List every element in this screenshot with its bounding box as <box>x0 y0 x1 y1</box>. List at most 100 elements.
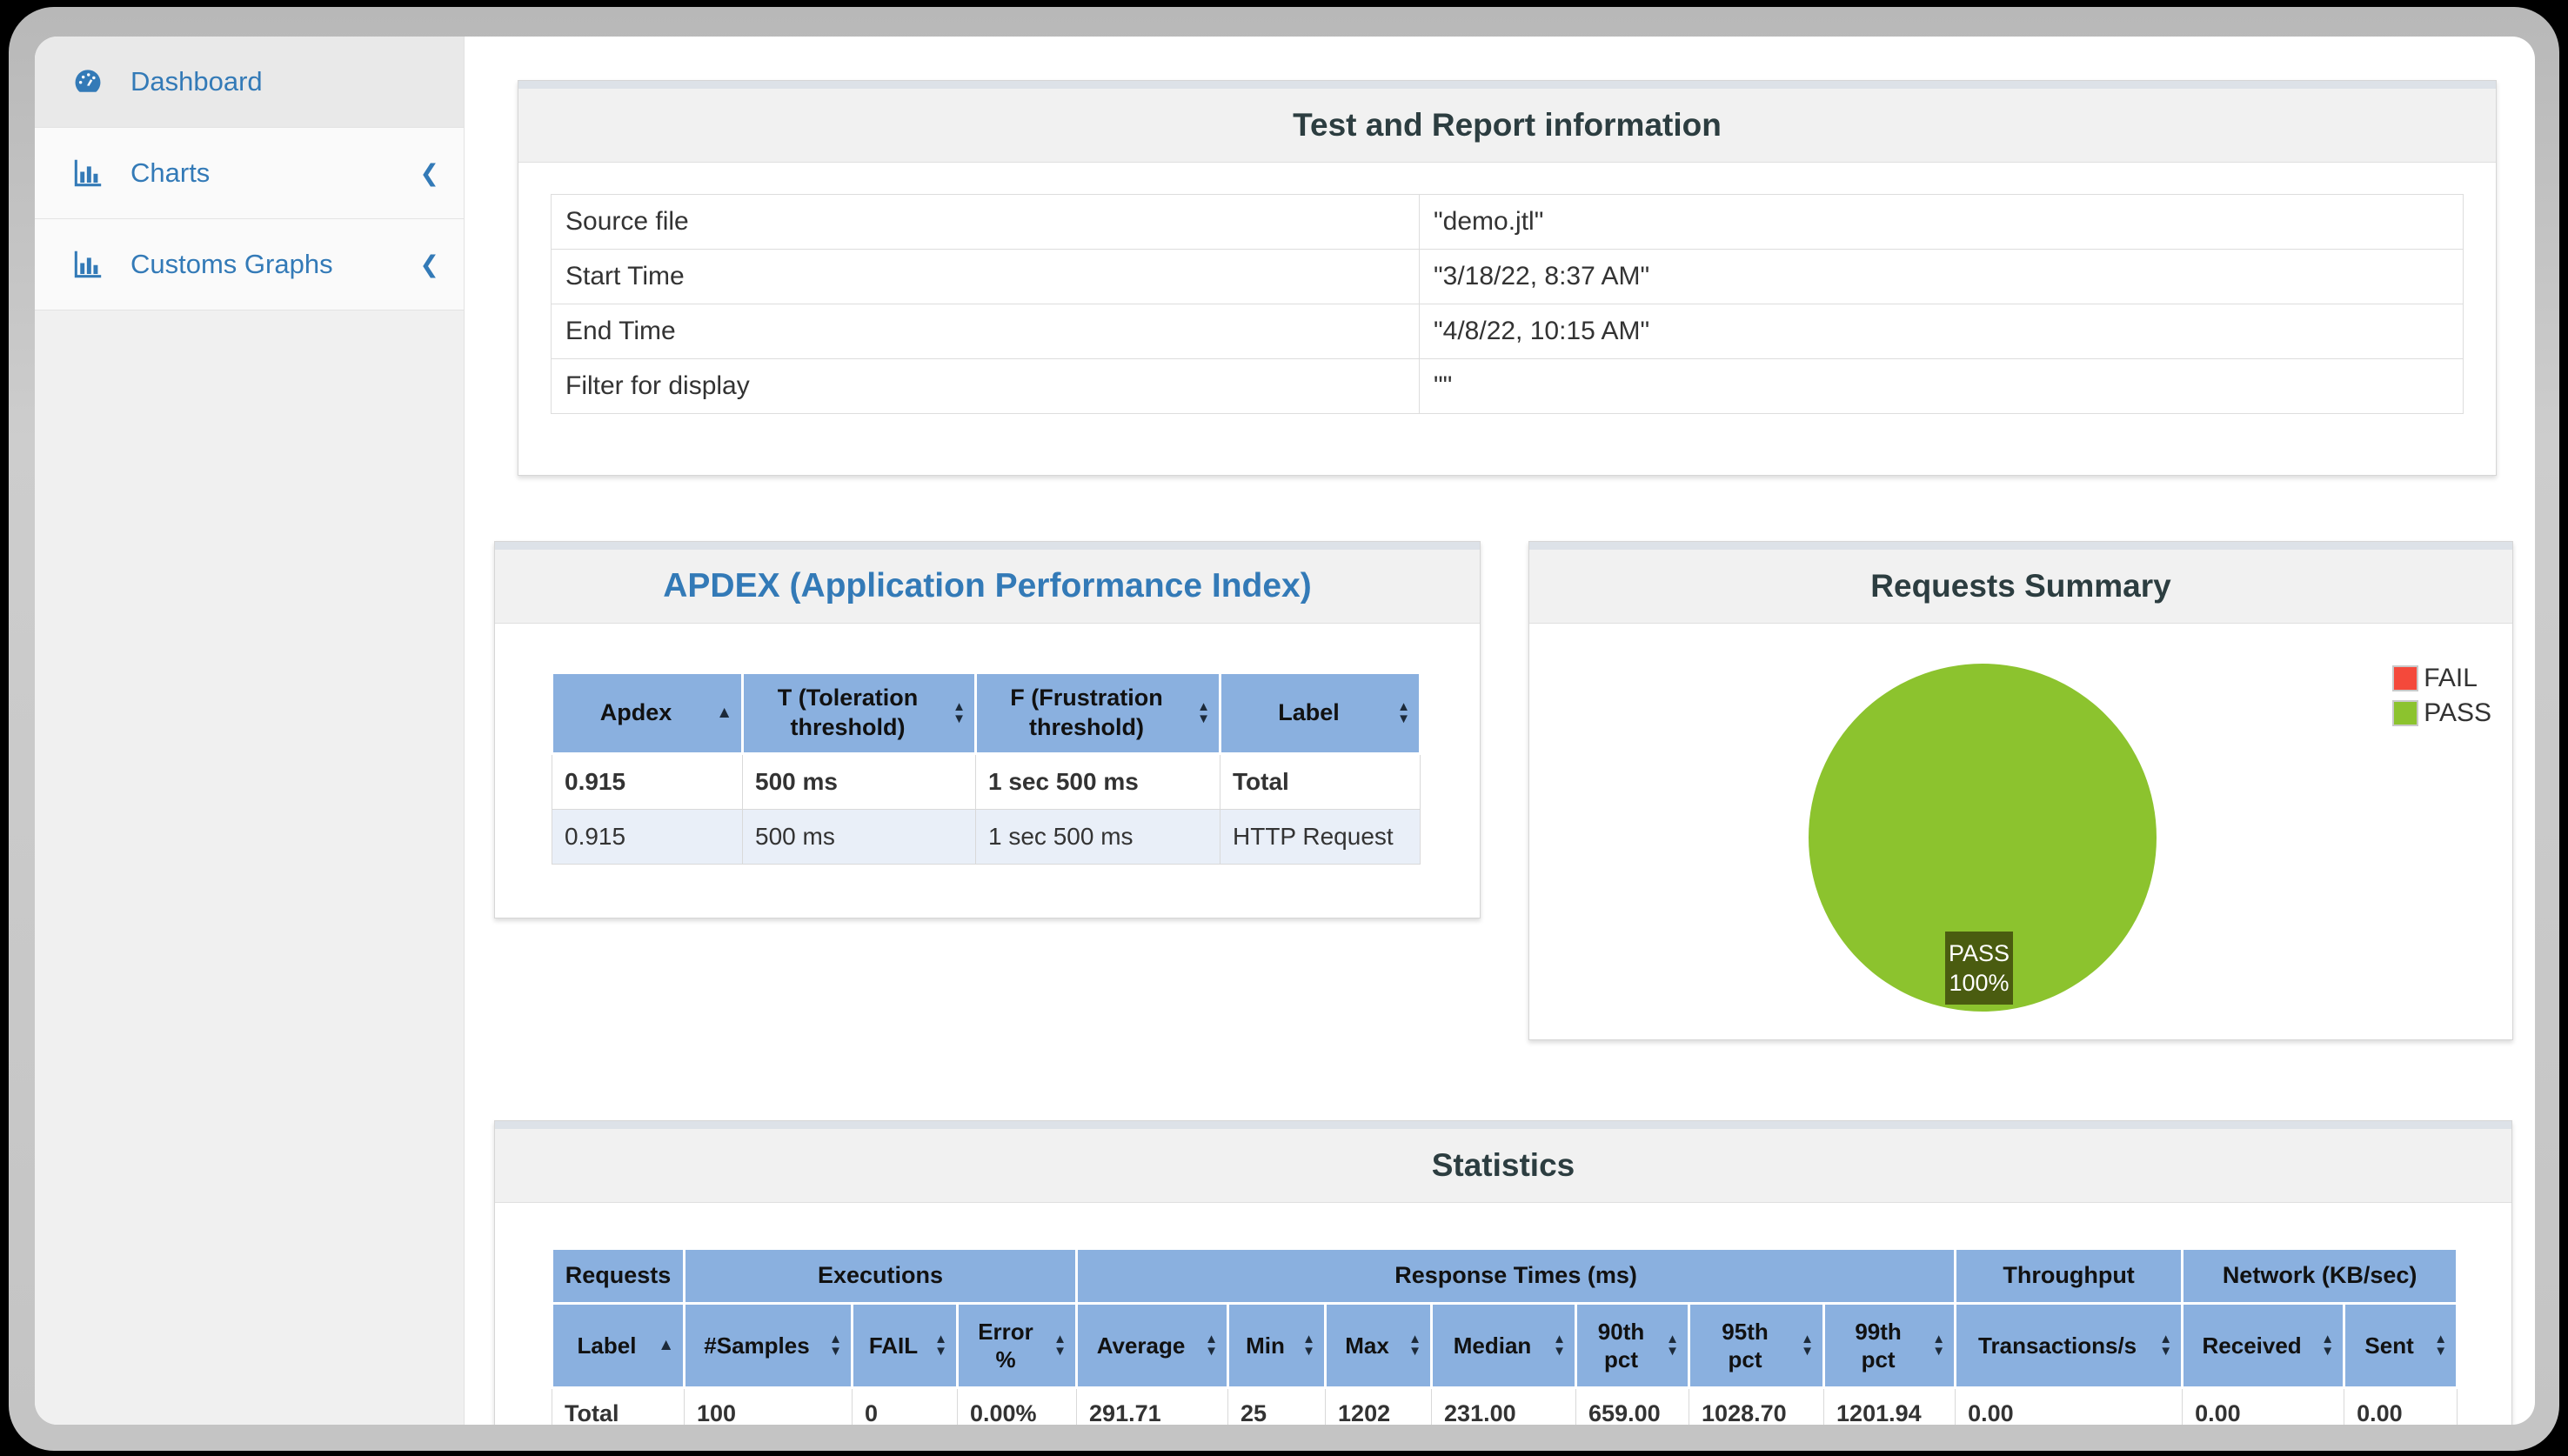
label-value: HTTP Request <box>1220 809 1421 865</box>
sort-both-icon: ▲ ▼ <box>1302 1332 1316 1359</box>
sort-asc-icon: ▲ <box>658 1336 674 1354</box>
sort-both-icon: ▲ ▼ <box>2321 1332 2335 1359</box>
group-response-times: Response Times (ms) <box>1075 1247 1957 1305</box>
sort-asc-icon: ▲ <box>716 704 732 722</box>
sort-both-icon: ▲ ▼ <box>2434 1332 2448 1359</box>
panel-top-strip <box>518 81 2496 89</box>
sort-both-icon: ▲ ▼ <box>1666 1332 1680 1359</box>
apdex-value: 0.915 <box>552 753 743 810</box>
frustration-value: 1 sec 500 ms <box>975 809 1220 865</box>
panel-top-strip <box>495 1121 2511 1129</box>
column-header-median[interactable]: Median ▲ ▼ <box>1430 1302 1578 1389</box>
table-row-total: Total 100 0 0.00% 291.71 25 1202 231.00 … <box>552 1387 2458 1425</box>
statistics-panel: Statistics Requests Executions Response … <box>494 1120 2512 1425</box>
bar-chart-icon <box>70 247 110 282</box>
sidebar-item-label: Dashboard <box>130 66 263 97</box>
sort-both-icon: ▲ ▼ <box>1553 1332 1567 1359</box>
pass-swatch-icon <box>2392 700 2419 726</box>
column-header-samples[interactable]: #Samples ▲ ▼ <box>683 1302 853 1389</box>
sort-both-icon: ▲ ▼ <box>1932 1332 1946 1359</box>
sidebar-item-customs-graphs[interactable]: Customs Graphs ❮ <box>35 219 464 311</box>
chevron-left-icon: ❮ <box>419 159 439 186</box>
sort-both-icon: ▲ ▼ <box>1801 1332 1815 1359</box>
sidebar-item-dashboard[interactable]: Dashboard <box>35 37 464 128</box>
info-value: "3/18/22, 8:37 AM" <box>1419 249 2464 304</box>
table-header-row: Label ▲ #Samples ▲ ▼ FAIL ▲ ▼ Error % <box>551 1302 2459 1389</box>
column-header-label[interactable]: Label ▲ ▼ <box>1219 671 1421 755</box>
sidebar-item-label: Customs Graphs <box>130 249 333 279</box>
column-header-sent[interactable]: Sent ▲ ▼ <box>2343 1302 2459 1389</box>
column-header-toleration[interactable]: T (Toleration threshold) ▲ ▼ <box>741 671 977 755</box>
panel-title: APDEX (Application Performance Index) <box>663 567 1312 604</box>
group-network: Network (KB/sec) <box>2181 1247 2459 1305</box>
info-value: "4/8/22, 10:15 AM" <box>1419 304 2464 359</box>
column-header-frustration[interactable]: F (Frustration threshold) ▲ ▼ <box>974 671 1221 755</box>
stat-sent: 0.00 <box>2344 1387 2458 1425</box>
pie-legend: FAIL PASS <box>2392 664 2491 733</box>
stat-95th: 1028.70 <box>1689 1387 1825 1425</box>
label-value: Total <box>1220 753 1421 810</box>
test-report-info-table: Source file "demo.jtl" Start Time "3/18/… <box>551 194 2464 414</box>
frustration-value: 1 sec 500 ms <box>975 753 1220 810</box>
column-header-average[interactable]: Average ▲ ▼ <box>1075 1302 1230 1389</box>
panel-header: Requests Summary <box>1529 550 2512 624</box>
stat-99th: 1201.94 <box>1823 1387 1956 1425</box>
column-header-fail[interactable]: FAIL ▲ ▼ <box>851 1302 959 1389</box>
requests-summary-panel: Requests Summary PASS 100% FAIL PASS <box>1528 541 2513 1040</box>
column-header-max[interactable]: Max ▲ ▼ <box>1324 1302 1434 1389</box>
stat-fail: 0 <box>852 1387 958 1425</box>
column-header-95th[interactable]: 95th pct ▲ ▼ <box>1688 1302 1826 1389</box>
column-header-min[interactable]: Min ▲ ▼ <box>1227 1302 1327 1389</box>
sort-both-icon: ▲ ▼ <box>1053 1332 1067 1359</box>
sort-both-icon: ▲ ▼ <box>829 1332 842 1359</box>
info-label: End Time <box>551 304 1420 359</box>
stat-transactions: 0.00 <box>1955 1387 2183 1425</box>
stat-samples: 100 <box>684 1387 853 1425</box>
panel-header: Statistics <box>495 1129 2511 1203</box>
info-value: "demo.jtl" <box>1419 194 2464 250</box>
apdex-value: 0.915 <box>552 809 743 865</box>
table-row: 0.915 500 ms 1 sec 500 ms Total <box>552 753 1421 810</box>
panel-header: Test and Report information <box>518 89 2496 163</box>
column-header-apdex[interactable]: Apdex ▲ <box>551 671 744 755</box>
panel-top-strip <box>495 542 1480 550</box>
panel-title: Statistics <box>1431 1147 1575 1183</box>
sort-both-icon: ▲ ▼ <box>1205 1332 1219 1359</box>
stat-90th: 659.00 <box>1575 1387 1690 1425</box>
app-content: Dashboard Charts ❮ <box>35 37 2535 1425</box>
dashboard-gauge-icon <box>70 64 110 99</box>
column-header-label[interactable]: Label ▲ <box>551 1302 685 1389</box>
group-throughput: Throughput <box>1954 1247 2184 1305</box>
sort-both-icon: ▲ ▼ <box>2159 1332 2173 1359</box>
window-frame: Dashboard Charts ❮ <box>9 7 2559 1451</box>
sort-both-icon: ▲ ▼ <box>934 1332 947 1359</box>
toleration-value: 500 ms <box>742 809 976 865</box>
table-row: Start Time "3/18/22, 8:37 AM" <box>551 249 2464 304</box>
apdex-panel: APDEX (Application Performance Index) Ap… <box>494 541 1481 918</box>
panel-title: Test and Report information <box>1293 107 1722 143</box>
stat-error: 0.00% <box>956 1387 1078 1425</box>
sort-both-icon: ▲ ▼ <box>1408 1332 1422 1359</box>
column-header-received[interactable]: Received ▲ ▼ <box>2181 1302 2346 1389</box>
panel-top-strip <box>1529 542 2512 550</box>
sort-both-icon: ▲ ▼ <box>1397 699 1410 726</box>
sort-both-icon: ▲ ▼ <box>1197 699 1210 726</box>
column-header-error[interactable]: Error % ▲ ▼ <box>955 1302 1079 1389</box>
table-row: 0.915 500 ms 1 sec 500 ms HTTP Request <box>552 809 1421 865</box>
table-group-header-row: Requests Executions Response Times (ms) … <box>551 1247 2459 1305</box>
info-label: Start Time <box>551 249 1420 304</box>
info-label: Source file <box>551 194 1420 250</box>
stat-received: 0.00 <box>2182 1387 2345 1425</box>
legend-item-pass[interactable]: PASS <box>2392 698 2491 728</box>
statistics-table: Requests Executions Response Times (ms) … <box>551 1247 2459 1425</box>
sidebar-item-charts[interactable]: Charts ❮ <box>35 128 464 219</box>
panel-title: Requests Summary <box>1870 568 2171 604</box>
legend-item-fail[interactable]: FAIL <box>2392 664 2491 693</box>
sidebar-item-label: Charts <box>130 157 211 188</box>
column-header-90th[interactable]: 90th pct ▲ ▼ <box>1575 1302 1691 1389</box>
stat-label: Total <box>552 1387 685 1425</box>
bar-chart-icon <box>70 156 110 190</box>
chevron-left-icon: ❮ <box>419 250 439 277</box>
column-header-transactions[interactable]: Transactions/s ▲ ▼ <box>1954 1302 2184 1389</box>
column-header-99th[interactable]: 99th pct ▲ ▼ <box>1822 1302 1957 1389</box>
